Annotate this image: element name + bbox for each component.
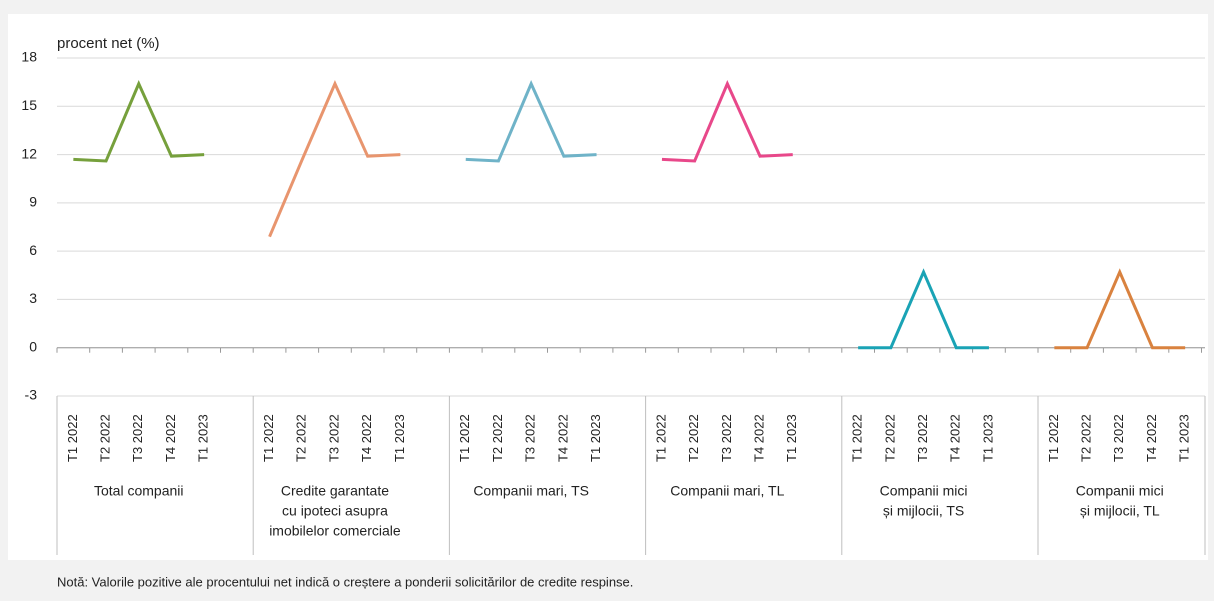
series-line — [465, 80, 597, 163]
x-tick-label: T1 2022 — [850, 414, 865, 462]
group-label: Companii mari, TS — [473, 483, 589, 499]
group-label: cu ipoteci asupra — [282, 503, 388, 519]
x-tick-label: T3 2022 — [326, 414, 341, 462]
x-tick-label: T4 2022 — [948, 414, 963, 462]
series-line — [661, 80, 793, 163]
x-tick-label: T1 2023 — [196, 414, 211, 462]
x-tick-label: T1 2023 — [1177, 414, 1192, 462]
x-tick-label: T4 2022 — [359, 414, 374, 462]
y-tick-label: 0 — [29, 338, 37, 354]
y-axis-label: procent net (%) — [57, 35, 160, 52]
x-tick-label: T2 2022 — [294, 414, 309, 462]
group-label: imobilelor comerciale — [269, 523, 401, 539]
x-tick-label: T1 2022 — [653, 414, 668, 462]
group-label: Companii mici — [1076, 483, 1164, 499]
group-label: și mijlocii, TS — [883, 503, 964, 519]
x-tick-label: T4 2022 — [751, 414, 766, 462]
group-label: Companii mici — [880, 483, 968, 499]
series-line — [858, 268, 989, 350]
group-label: Total companii — [94, 483, 184, 499]
y-tick-label: -3 — [25, 387, 38, 403]
x-tick-label: T1 2023 — [980, 414, 995, 462]
x-tick-label: T1 2022 — [457, 414, 472, 462]
y-tick-label: 12 — [21, 145, 37, 161]
x-tick-label: T4 2022 — [163, 414, 178, 462]
x-tick-label: T2 2022 — [882, 414, 897, 462]
x-tick-label: T2 2022 — [97, 414, 112, 462]
x-tick-label: T1 2023 — [392, 414, 407, 462]
x-tick-label: T3 2022 — [1111, 414, 1126, 462]
plot-background — [8, 14, 1208, 560]
x-tick-label: T3 2022 — [719, 414, 734, 462]
series-line — [1054, 268, 1186, 350]
y-tick-label: 6 — [29, 242, 37, 258]
y-tick-label: 15 — [21, 97, 37, 113]
series-line — [73, 80, 205, 163]
x-tick-label: T1 2022 — [261, 414, 276, 462]
x-tick-label: T1 2022 — [1046, 414, 1061, 462]
x-tick-label: T1 2022 — [65, 414, 80, 462]
x-tick-label: T2 2022 — [1078, 414, 1093, 462]
series-line — [268, 80, 401, 238]
x-tick-label: T4 2022 — [1144, 414, 1159, 462]
group-label: Credite garantate — [281, 483, 389, 499]
note: Notă: Valorile pozitive ale procentului … — [57, 574, 633, 589]
x-tick-label: T3 2022 — [523, 414, 538, 462]
y-tick-label: 3 — [29, 290, 37, 306]
x-tick-label: T3 2022 — [915, 414, 930, 462]
y-tick-label: 18 — [21, 49, 37, 65]
x-tick-label: T1 2023 — [784, 414, 799, 462]
x-tick-label: T2 2022 — [490, 414, 505, 462]
x-tick-label: T1 2023 — [588, 414, 603, 462]
x-tick-label: T4 2022 — [555, 414, 570, 462]
y-tick-label: 9 — [29, 194, 37, 210]
x-tick-label: T2 2022 — [686, 414, 701, 462]
x-tick-label: T3 2022 — [130, 414, 145, 462]
group-label: și mijlocii, TL — [1080, 503, 1160, 519]
group-label: Companii mari, TL — [670, 483, 784, 499]
